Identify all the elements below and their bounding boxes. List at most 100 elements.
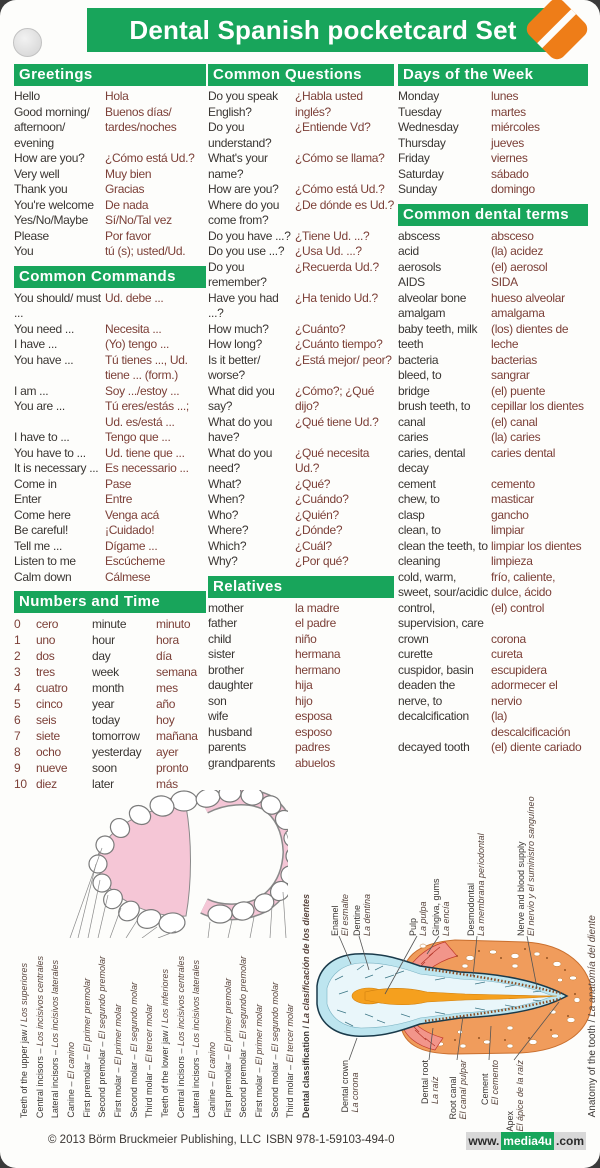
- phrase-row: clasp gancho: [398, 508, 588, 524]
- digit: 4: [14, 681, 21, 695]
- spanish-phrase: ¿Tiene Ud. ...?: [295, 228, 370, 243]
- english-phrase: brush teeth, to: [398, 399, 471, 413]
- english-phrase: clean the teeth, to: [398, 538, 488, 553]
- bone-speckles: [416, 943, 581, 1049]
- section-common-questions: Common Questions Do you speak English? ¿…: [208, 64, 394, 570]
- english-phrase: Where?: [208, 523, 249, 537]
- media4u-diamond-logo: [526, 0, 588, 60]
- english-phrase: Do you have ...?: [208, 228, 291, 243]
- spanish-phrase: ¿Cómo se llama?: [295, 151, 385, 165]
- phrase-row: clean the teeth, to limpiar los dientes: [398, 539, 588, 555]
- phrase-row: acid (la) acidez: [398, 244, 588, 260]
- spanish-phrase: Ud. tiene que ...: [105, 445, 185, 460]
- spanish-phrase: ¿Recuerda Ud.?: [295, 259, 379, 274]
- number-time-row: 0 cero minute minuto: [14, 616, 206, 632]
- page-title: Dental Spanish pocketcard Set: [129, 14, 517, 45]
- phrase-row: It is necessary ... Es necessario ...: [14, 461, 206, 477]
- english-phrase: Do you use ...?: [208, 244, 285, 258]
- spanish-phrase: (la) caries: [491, 430, 541, 444]
- english-phrase: cold, warm, sweet, sour/acidic: [398, 569, 488, 600]
- digit: 0: [14, 617, 21, 631]
- spanish-phrase: cemento: [491, 476, 535, 491]
- spanish-phrase: sangrar: [491, 368, 530, 382]
- english-word: year: [92, 697, 115, 711]
- spanish-phrase: Hola: [105, 89, 129, 103]
- english-phrase: aerosols: [398, 259, 441, 274]
- english-phrase: Friday: [398, 151, 430, 165]
- spanish-phrase: ¡Cuidado!: [105, 523, 155, 537]
- phrase-row: father el padre: [208, 616, 394, 632]
- english-phrase: Which?: [208, 538, 247, 553]
- apex-label: Apex El ápice de la raíz: [505, 1060, 525, 1132]
- english-phrase: chew, to: [398, 492, 440, 506]
- english-phrase: How much?: [208, 321, 269, 336]
- spanish-phrase: Gracias: [105, 182, 145, 196]
- phrase-row: control, supervision, care (el) control: [398, 601, 588, 632]
- number-time-row: 3 tres week semana: [14, 664, 206, 680]
- english-word: week: [92, 665, 119, 679]
- english-phrase: How are you?: [14, 151, 85, 165]
- cementum: [424, 967, 564, 1023]
- spanish-phrase: Dígame ...: [105, 538, 158, 553]
- spanish-phrase: cureta: [491, 647, 523, 661]
- english-phrase: acid: [398, 244, 419, 258]
- phrase-row: Why? ¿Por qué?: [208, 554, 394, 570]
- enamel-label: Enamel El esmalte: [330, 893, 350, 936]
- tooth-label: Lateral incisors – Los incisivos lateral…: [191, 959, 202, 1118]
- number-time-row: 6 seis today hoy: [14, 712, 206, 728]
- section-rows: Do you speak English? ¿Habla usted inglé…: [208, 89, 394, 570]
- section-common-dental-terms: Common dental terms abscess absceso acid…: [398, 203, 588, 756]
- english-phrase: son: [208, 693, 227, 708]
- spanish-number: cuatro: [36, 681, 68, 695]
- english-phrase: You have ...: [14, 352, 74, 367]
- phrase-row: Is it better/ worse? ¿Está mejor/ peor?: [208, 353, 394, 384]
- spanish-word: hora: [156, 633, 179, 647]
- tooth-label: Third molar – El tercer molar: [285, 1003, 296, 1118]
- spanish-phrase: (Yo) tengo ...: [105, 337, 170, 351]
- phrase-row: amalgam amalgama: [398, 306, 588, 322]
- spanish-phrase: limpiar los dientes: [491, 538, 582, 553]
- phrase-row: How long? ¿Cuánto tiempo?: [208, 337, 394, 353]
- digit: 8: [14, 745, 21, 759]
- lower-jaw-illustration: [195, 790, 288, 938]
- spanish-phrase: (los) dientes de leche: [491, 321, 569, 352]
- cement-label: Cement El cemento: [480, 1060, 500, 1106]
- phrase-row: Saturday sábado: [398, 167, 588, 183]
- spanish-phrase: De nada: [105, 197, 149, 212]
- spanish-word: ayer: [156, 745, 179, 759]
- phrase-row: You should/ must ... Ud. debe ...: [14, 291, 206, 322]
- tooth-label: Second premolar – El segundo premolar: [97, 956, 108, 1118]
- phrase-row: Friday viernes: [398, 151, 588, 167]
- english-phrase: Come here: [14, 507, 71, 522]
- phrase-row: Be careful! ¡Cuidado!: [14, 523, 206, 539]
- tooth-label: First premolar – El primer premolar: [81, 978, 92, 1118]
- spanish-phrase: sábado: [491, 166, 529, 181]
- phrase-row: bridge (el) puente: [398, 384, 588, 400]
- isbn-text: ISBN 978-1-59103-494-0: [266, 1134, 395, 1146]
- section-rows: mother la madre father el padre child ni…: [208, 601, 394, 772]
- phrase-row: cleaning limpieza: [398, 554, 588, 570]
- punch-hole: [13, 28, 42, 57]
- spanish-phrase: tú (s); usted/Ud.: [105, 244, 186, 258]
- url-com: .com: [553, 1132, 586, 1150]
- phrase-row: Do you use ...? ¿Usa Ud. ...?: [208, 244, 394, 260]
- spanish-word: mes: [156, 681, 178, 695]
- section-days-of-week: Days of the Week Monday lunes Tuesday ma…: [398, 64, 588, 198]
- english-phrase: daughter: [208, 678, 253, 692]
- phrase-row: What's your name? ¿Cómo se llama?: [208, 151, 394, 182]
- english-phrase: Wednesday: [398, 120, 459, 134]
- phrase-row: canal (el) canal: [398, 415, 588, 431]
- english-phrase: Good morning/ afternoon/ evening: [14, 104, 90, 150]
- tooth-label: Central incisors – Los incisivos central…: [175, 955, 186, 1118]
- spanish-phrase: Ud. debe ...: [105, 290, 164, 305]
- copyright-text: © 2013 Börm Bruckmeier Publishing, LLC: [48, 1134, 262, 1146]
- tooth-label: Canine – El canino: [66, 1042, 77, 1118]
- english-phrase: You're welcome: [14, 197, 94, 212]
- phrase-row: deaden the nerve, to adormecer el nervio: [398, 678, 588, 709]
- spanish-phrase: Cálmese: [105, 569, 151, 584]
- spanish-phrase: Muy bien: [105, 166, 152, 181]
- column-1: Greetings Hello Hola Good morning/ after…: [14, 64, 206, 814]
- phrase-row: Do you understand? ¿Entiende Vd?: [208, 120, 394, 151]
- phrase-row: You tú (s); usted/Ud.: [14, 244, 206, 260]
